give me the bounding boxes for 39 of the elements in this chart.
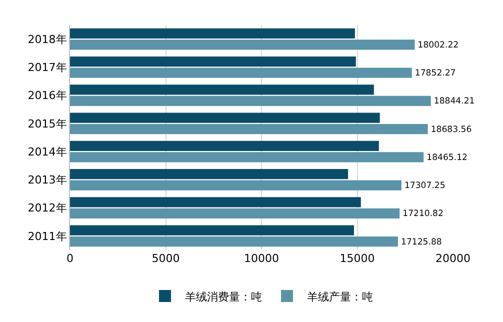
- y-tick-label: 2016年: [28, 89, 67, 102]
- bar: [70, 40, 415, 50]
- y-tick-label: 2014年: [28, 145, 67, 158]
- bar: [70, 124, 428, 134]
- y-tick-label: 2011年: [28, 230, 67, 243]
- bar: [70, 169, 348, 180]
- y-tick-label: 2015年: [28, 117, 67, 130]
- legend-label: 羊绒产量：吨: [307, 290, 373, 304]
- data-label: 17210.82: [402, 209, 444, 220]
- x-tick-label: 5000: [152, 252, 180, 265]
- bar: [70, 152, 424, 162]
- bar: [70, 236, 398, 247]
- data-label: 18844.21: [434, 96, 475, 107]
- data-label: 17125.88: [400, 237, 442, 248]
- data-label: 17852.27: [414, 68, 456, 79]
- bar: [70, 68, 412, 78]
- y-tick-label: 2018年: [28, 32, 67, 46]
- bar: [70, 96, 431, 106]
- bar: [70, 84, 374, 95]
- data-label: 18002.22: [418, 40, 459, 50]
- y-tick-label: 2017年: [28, 61, 67, 74]
- data-label: 18465.12: [426, 152, 468, 163]
- data-label: 18683.56: [430, 124, 472, 135]
- bar: [70, 208, 400, 218]
- bar: [70, 180, 402, 190]
- x-tick-label: 0: [66, 252, 74, 265]
- x-tick-label: 15000: [340, 252, 375, 265]
- legend-label: 羊绒消费量：吨: [185, 290, 262, 304]
- bar: [70, 112, 380, 123]
- y-tick-label: 2013年: [28, 174, 67, 187]
- data-label: 17307.25: [404, 181, 446, 192]
- x-tick-label: 10000: [244, 252, 279, 265]
- bar: [70, 197, 361, 208]
- bar: [70, 140, 379, 151]
- bar: [70, 56, 356, 67]
- bar: [70, 225, 354, 236]
- bar: [70, 28, 355, 38]
- x-tick-label: 20000: [436, 252, 470, 265]
- y-tick-label: 2012年: [28, 202, 67, 215]
